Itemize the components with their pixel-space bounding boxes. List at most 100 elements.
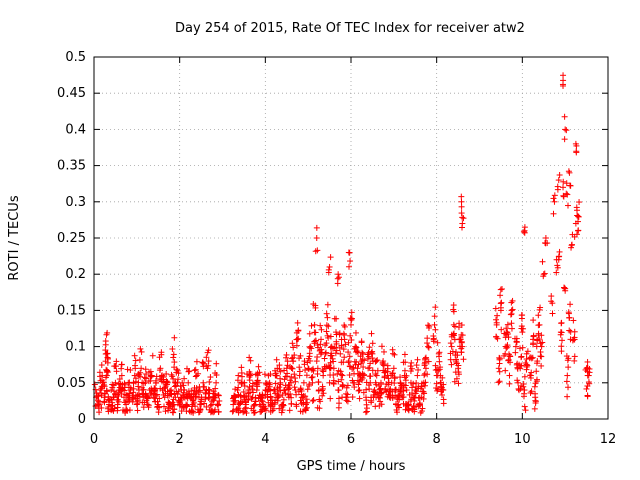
data-point (345, 339, 352, 346)
data-point (351, 384, 358, 391)
data-point (369, 340, 376, 347)
data-point (498, 299, 505, 306)
data-point (584, 393, 591, 400)
data-point (367, 373, 374, 380)
data-point (368, 330, 375, 337)
data-point (435, 367, 442, 374)
data-point (566, 182, 573, 189)
data-point (573, 149, 580, 156)
data-point (303, 372, 310, 379)
data-point (297, 352, 304, 359)
data-point (288, 373, 295, 380)
data-point (137, 369, 144, 376)
data-point (455, 380, 462, 387)
data-point (402, 382, 409, 389)
data-point (251, 409, 258, 416)
data-point (101, 381, 108, 388)
data-point (447, 356, 454, 363)
data-point (96, 409, 103, 416)
data-point (555, 177, 562, 184)
data-point (528, 355, 535, 362)
data-point (410, 380, 417, 387)
data-point (126, 397, 133, 404)
data-point (329, 355, 336, 362)
data-point (313, 224, 320, 231)
data-point (153, 391, 160, 398)
data-point (105, 393, 112, 400)
data-point (314, 354, 321, 361)
data-point (259, 392, 266, 399)
data-point (381, 373, 388, 380)
data-point (305, 382, 312, 389)
data-point (138, 365, 145, 372)
data-point (321, 355, 328, 362)
data-point (207, 402, 214, 409)
data-point (143, 375, 150, 382)
data-point (271, 401, 278, 408)
data-point (567, 301, 574, 308)
data-point (114, 407, 121, 414)
data-point (296, 368, 303, 375)
data-point (118, 372, 125, 379)
data-point (249, 380, 256, 387)
data-point (192, 366, 199, 373)
data-point (104, 388, 111, 395)
data-point (541, 270, 548, 277)
data-point (453, 360, 460, 367)
data-point (459, 343, 466, 350)
data-point (259, 395, 266, 402)
data-point (562, 287, 569, 294)
data-point (372, 371, 379, 378)
data-point (141, 374, 148, 381)
data-point (533, 368, 540, 375)
data-point (506, 351, 513, 358)
data-point (413, 362, 420, 369)
x-tick-label: 6 (347, 432, 355, 447)
data-point (505, 334, 512, 341)
data-point (458, 322, 465, 329)
data-point (403, 372, 410, 379)
data-point (171, 334, 178, 341)
data-point (459, 332, 466, 339)
data-point (247, 357, 254, 364)
data-point (317, 341, 324, 348)
data-point (377, 398, 384, 405)
data-point (425, 322, 432, 329)
data-point (402, 359, 409, 366)
data-point (180, 389, 187, 396)
data-point (283, 354, 290, 361)
data-point (366, 364, 373, 371)
data-point (215, 408, 222, 415)
data-point (408, 359, 415, 366)
data-point (424, 371, 431, 378)
data-point (199, 359, 206, 366)
data-point (313, 235, 320, 241)
data-point (571, 334, 578, 341)
data-point (583, 385, 590, 392)
data-point (314, 344, 321, 351)
data-point (185, 368, 192, 375)
data-point (571, 357, 578, 364)
data-point (536, 336, 543, 343)
data-point (322, 349, 329, 356)
data-point (414, 372, 421, 379)
data-point (348, 309, 355, 316)
data-point (341, 354, 348, 361)
data-point (252, 398, 259, 405)
data-point (498, 326, 505, 333)
data-point (343, 384, 350, 391)
data-point (131, 372, 138, 379)
data-point (295, 327, 302, 334)
data-point (317, 322, 324, 329)
data-point (432, 326, 439, 333)
data-point (375, 394, 382, 401)
data-point (207, 374, 214, 381)
x-tick-label: 0 (90, 432, 98, 447)
data-point (521, 229, 528, 236)
data-point (363, 405, 370, 412)
data-point (363, 386, 370, 393)
data-point (573, 204, 580, 211)
x-tick-label: 4 (261, 432, 269, 447)
data-point (340, 359, 347, 366)
data-point (564, 202, 571, 209)
